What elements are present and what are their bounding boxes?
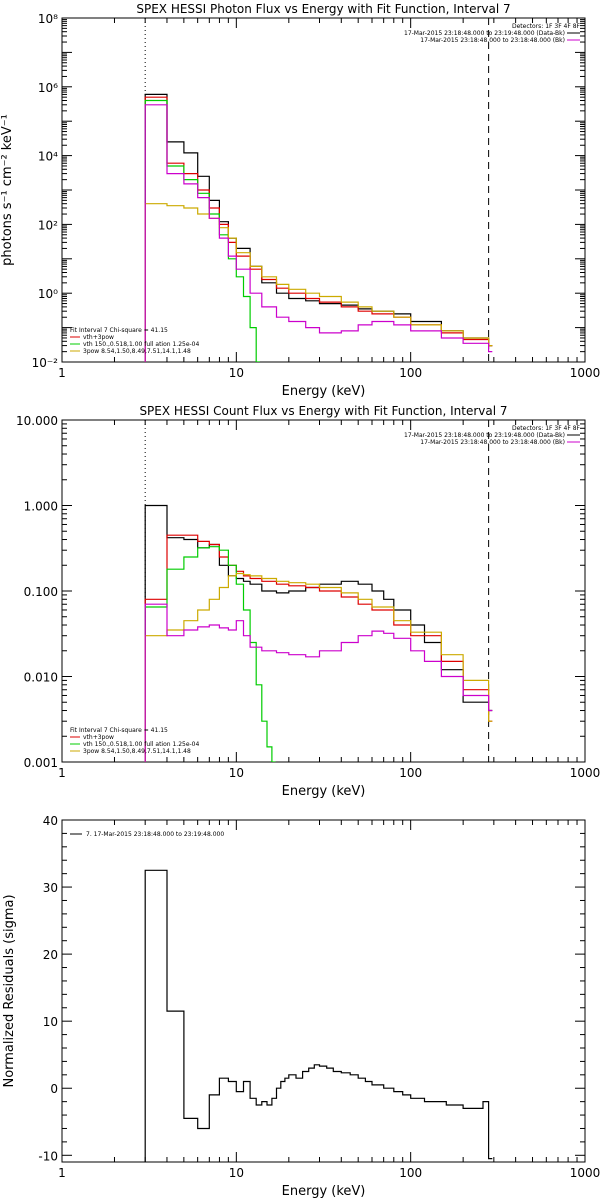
series-line-5 [144,603,493,762]
x-axis-label: Energy (keV) [282,1184,366,1199]
y-tick-label: 0.010 [24,671,58,685]
x-tick-label: 10 [229,366,244,380]
x-tick-label: 1000 [570,1166,600,1180]
x-tick-label: 100 [399,1166,422,1180]
x-tick-label: 10 [229,766,244,780]
chart-panel-3: 1 10 100 1000 -10 0 10 20 30 40 Energy (keV) Normal… [2,814,600,1199]
chart-panel-2: SPEX HESSI Count Flux vs Energy with Fit… [16,404,600,799]
x-tick-label: 1 [58,766,66,780]
legend-fit-header: Fit Interval 7 Chi-square = 41.15 [70,727,168,734]
series-line-3 [144,546,276,762]
series-line-2 [144,96,493,362]
x-tick-label: 1 [58,1166,66,1180]
y-tick-label: 20 [43,948,58,962]
y-tick-label: 10.000 [16,414,58,428]
series-line-3 [144,99,260,362]
legend-entry-label: 17-Mar-2015 23:18:48.000 to 23:18:48.000… [420,37,565,44]
y-tick-label: 0.001 [24,756,58,770]
chart-title: SPEX HESSI Count Flux vs Energy with Fit… [139,404,507,418]
y-axis-label: Normalized Residuals (sigma) [2,894,17,1087]
series-line-1 [144,93,493,362]
y-tick-label: 10⁴ [38,150,58,164]
y-tick-label: 0.100 [24,585,58,599]
series-line-2 [144,534,493,762]
legend-entry-label: vth+3pow [83,734,114,741]
plot-frame [61,819,586,1163]
y-tick-label: -10 [38,1149,58,1163]
legend-entry-label: 17-Mar-2015 23:18:48.000 to 23:18:48.000… [420,439,565,446]
y-tick-label: 10² [38,218,58,232]
y-tick-label: 10⁻² [32,356,59,370]
chart-title: SPEX HESSI Photon Flux vs Energy with Fi… [136,2,510,16]
legend-entry-label: vth 150.,0.518,1.00 full ation 1.25e-04 [83,741,199,748]
y-tick-label: 0 [50,1082,58,1096]
y-tick-label: 40 [43,814,58,828]
x-tick-label: 1000 [570,366,600,380]
series-line-1 [144,869,493,1162]
legend-entry-label: 3pow 8.54,1.50,8.49,7.51,14.1,1.48 [83,348,191,355]
legend-fit-header: Fit Interval 7 Chi-square = 41.15 [70,327,168,334]
x-axis-label: Energy (keV) [282,384,366,399]
plot-frame [61,17,586,363]
chart-panel-1: SPEX HESSI Photon Flux vs Energy with Fi… [0,2,600,399]
x-tick-label: 1000 [570,766,600,780]
series-line-1 [144,504,493,762]
x-tick-label: 100 [399,766,422,780]
y-tick-label: 10⁰ [38,287,58,301]
x-tick-label: 100 [399,366,422,380]
legend-entry-label: 17-Mar-2015 23:18:48.000 to 23:19:48.000… [404,432,565,439]
legend-entry-label: vth 150.,0.518,1.00 full ation 1.25e-04 [83,341,199,348]
y-tick-label: 10⁶ [38,81,58,95]
legend-entry-label: 7. 17-Mar-2015 23:18:48.000 to 23:19:48.… [86,831,224,838]
series-line-4 [144,572,493,762]
legend-detectors: Detectors: 1F 3F 4F 8F [512,23,581,30]
legend-entry-label: vth+3pow [83,334,114,341]
y-tick-label: 1.000 [24,500,58,514]
y-axis-label: photons s⁻¹ cm⁻² keV⁻¹ [0,114,15,266]
x-axis-label: Energy (keV) [282,784,366,799]
y-tick-label: 30 [43,881,58,895]
series-line-5 [144,104,493,362]
series-line-4 [144,203,493,362]
legend-detectors: Detectors: 1F 3F 4F 8F [512,425,581,432]
x-tick-label: 10 [229,1166,244,1180]
legend-entry-label: 17-Mar-2015 23:18:48.000 to 23:19:48.000… [404,30,565,37]
x-tick-label: 1 [58,366,66,380]
legend-entry-label: 3pow 8.54,1.50,8.49,7.51,14.1,1.48 [83,748,191,755]
y-tick-label: 10⁸ [38,12,58,26]
y-tick-label: 10 [43,1015,58,1029]
